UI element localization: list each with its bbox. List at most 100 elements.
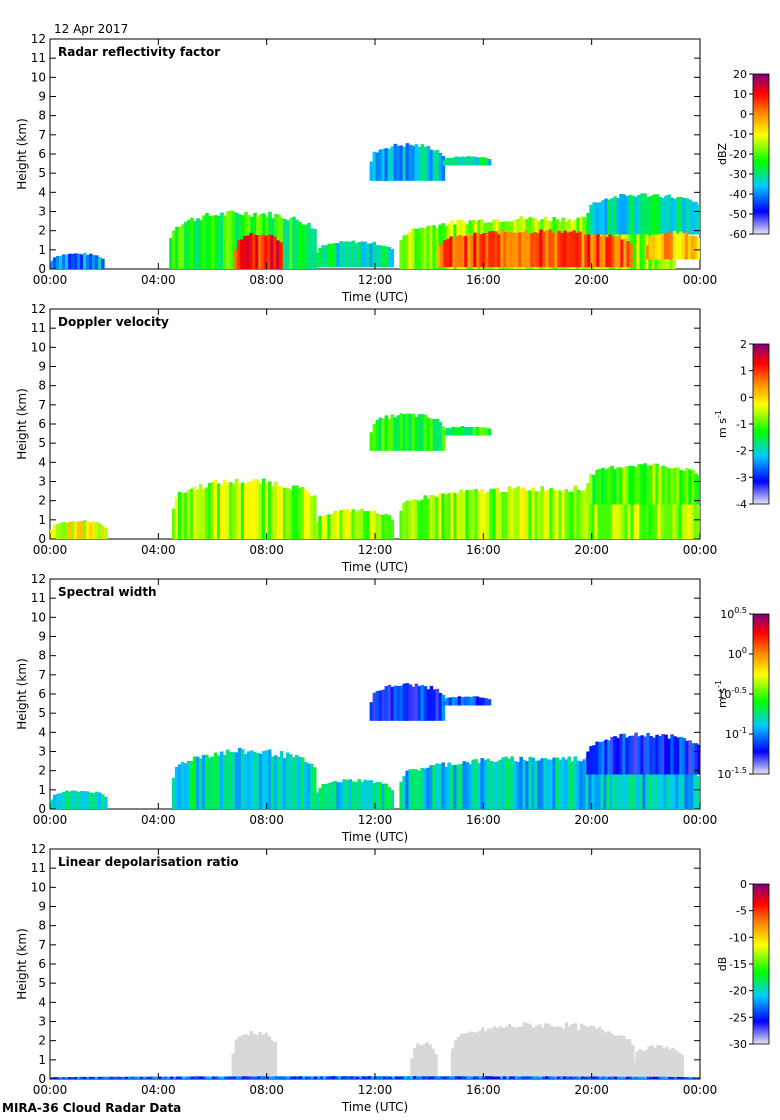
radar-cell (655, 734, 659, 775)
radar-cell (484, 427, 489, 436)
colorbar (752, 343, 770, 505)
radar-cell (543, 757, 547, 809)
radar-cell (458, 235, 462, 268)
radar-cell (654, 494, 658, 539)
radar-cell (217, 216, 221, 269)
radar-cell (258, 234, 262, 269)
radar-cell (681, 233, 686, 260)
radar-cell (149, 1076, 153, 1079)
radar-cell (50, 529, 54, 539)
radar-cell (387, 418, 392, 451)
x-tick-label: 20:00 (574, 1083, 609, 1097)
radar-cell (699, 509, 700, 539)
radar-cell (293, 1076, 297, 1079)
radar-cell (480, 1027, 485, 1079)
radar-cell (375, 152, 380, 181)
radar-cell (454, 156, 459, 166)
radar-cell (384, 686, 389, 721)
radar-cell (608, 1076, 612, 1079)
radar-cell (243, 754, 248, 809)
panel-title: Linear depolarisation ratio (58, 855, 239, 869)
radar-cell (481, 157, 486, 166)
radar-cell (312, 495, 317, 539)
radar-cell (378, 782, 382, 809)
radar-cell (650, 1045, 654, 1079)
y-tick-label: 6 (38, 147, 46, 161)
radar-cell (407, 1076, 411, 1079)
radar-cell (466, 696, 471, 706)
radar-cell (396, 145, 401, 181)
radar-cell (692, 1077, 696, 1079)
radar-cell (336, 243, 340, 268)
radar-cell (155, 1076, 159, 1079)
radar-cell (640, 735, 644, 775)
radar-cell (116, 1076, 120, 1079)
radar-cell (483, 759, 487, 809)
radar-cell (584, 1076, 588, 1079)
radar-cell (640, 464, 644, 505)
radar-cell (519, 756, 523, 809)
radar-cell (510, 488, 514, 539)
radar-cell (134, 1076, 138, 1079)
radar-cell (357, 779, 361, 809)
radar-cell (330, 781, 334, 809)
radar-cell (171, 777, 176, 809)
radar-cell (516, 1026, 521, 1079)
radar-cell (92, 792, 96, 809)
radar-cell (585, 756, 589, 809)
radar-cell (77, 521, 81, 539)
radar-cell (329, 1076, 333, 1079)
radar-cell (610, 198, 614, 235)
radar-cell (291, 757, 296, 809)
radar-cell (658, 467, 662, 505)
radar-cell (462, 1033, 467, 1079)
radar-cell (613, 736, 617, 775)
radar-cell (363, 779, 367, 809)
radar-cell (339, 510, 343, 539)
radar-cell (89, 792, 93, 809)
radar-cell (174, 497, 179, 539)
radar-cell (586, 482, 590, 505)
radar-cell (681, 766, 685, 809)
radar-cell (402, 776, 406, 809)
radar-cell (464, 1076, 468, 1079)
radar-cell (62, 1077, 66, 1079)
radar-cell (543, 491, 547, 539)
radar-cell (524, 1076, 528, 1079)
radar-cell (524, 230, 528, 268)
radar-cell (227, 1076, 231, 1079)
radar-cell (570, 491, 574, 539)
radar-cell (446, 238, 450, 268)
radar-cell (594, 1028, 599, 1079)
radar-cell (356, 1076, 360, 1079)
radar-cell (414, 144, 419, 181)
radar-cell (414, 416, 419, 451)
radar-cell (408, 231, 412, 269)
radar-cell (463, 427, 468, 436)
radar-cell (680, 1054, 684, 1079)
radar-cell (291, 485, 296, 539)
radar-cell (661, 198, 665, 235)
radar-cell (531, 1027, 536, 1079)
radar-cell (554, 233, 558, 268)
y-tick-label: 6 (38, 687, 46, 701)
radar-cell (472, 427, 477, 436)
radar-cell (452, 1076, 456, 1079)
colorbar-tick-label: -10 (729, 931, 747, 944)
radar-cell (677, 1076, 681, 1079)
radar-cell (360, 241, 364, 268)
radar-cell (178, 226, 182, 269)
colorbar-tick-label: -15 (729, 958, 747, 971)
radar-cell (260, 1076, 264, 1079)
radar-cell (684, 232, 689, 260)
radar-cell (429, 225, 433, 269)
y-tick-label: 7 (38, 128, 46, 142)
radar-cell (301, 224, 305, 269)
radar-cell (614, 1076, 618, 1079)
radar-cell (236, 1076, 240, 1079)
y-tick-label: 5 (38, 166, 46, 180)
radar-cell (372, 241, 376, 268)
radar-cell (411, 413, 416, 451)
radar-cell (119, 1076, 123, 1079)
radar-cell (276, 486, 281, 539)
